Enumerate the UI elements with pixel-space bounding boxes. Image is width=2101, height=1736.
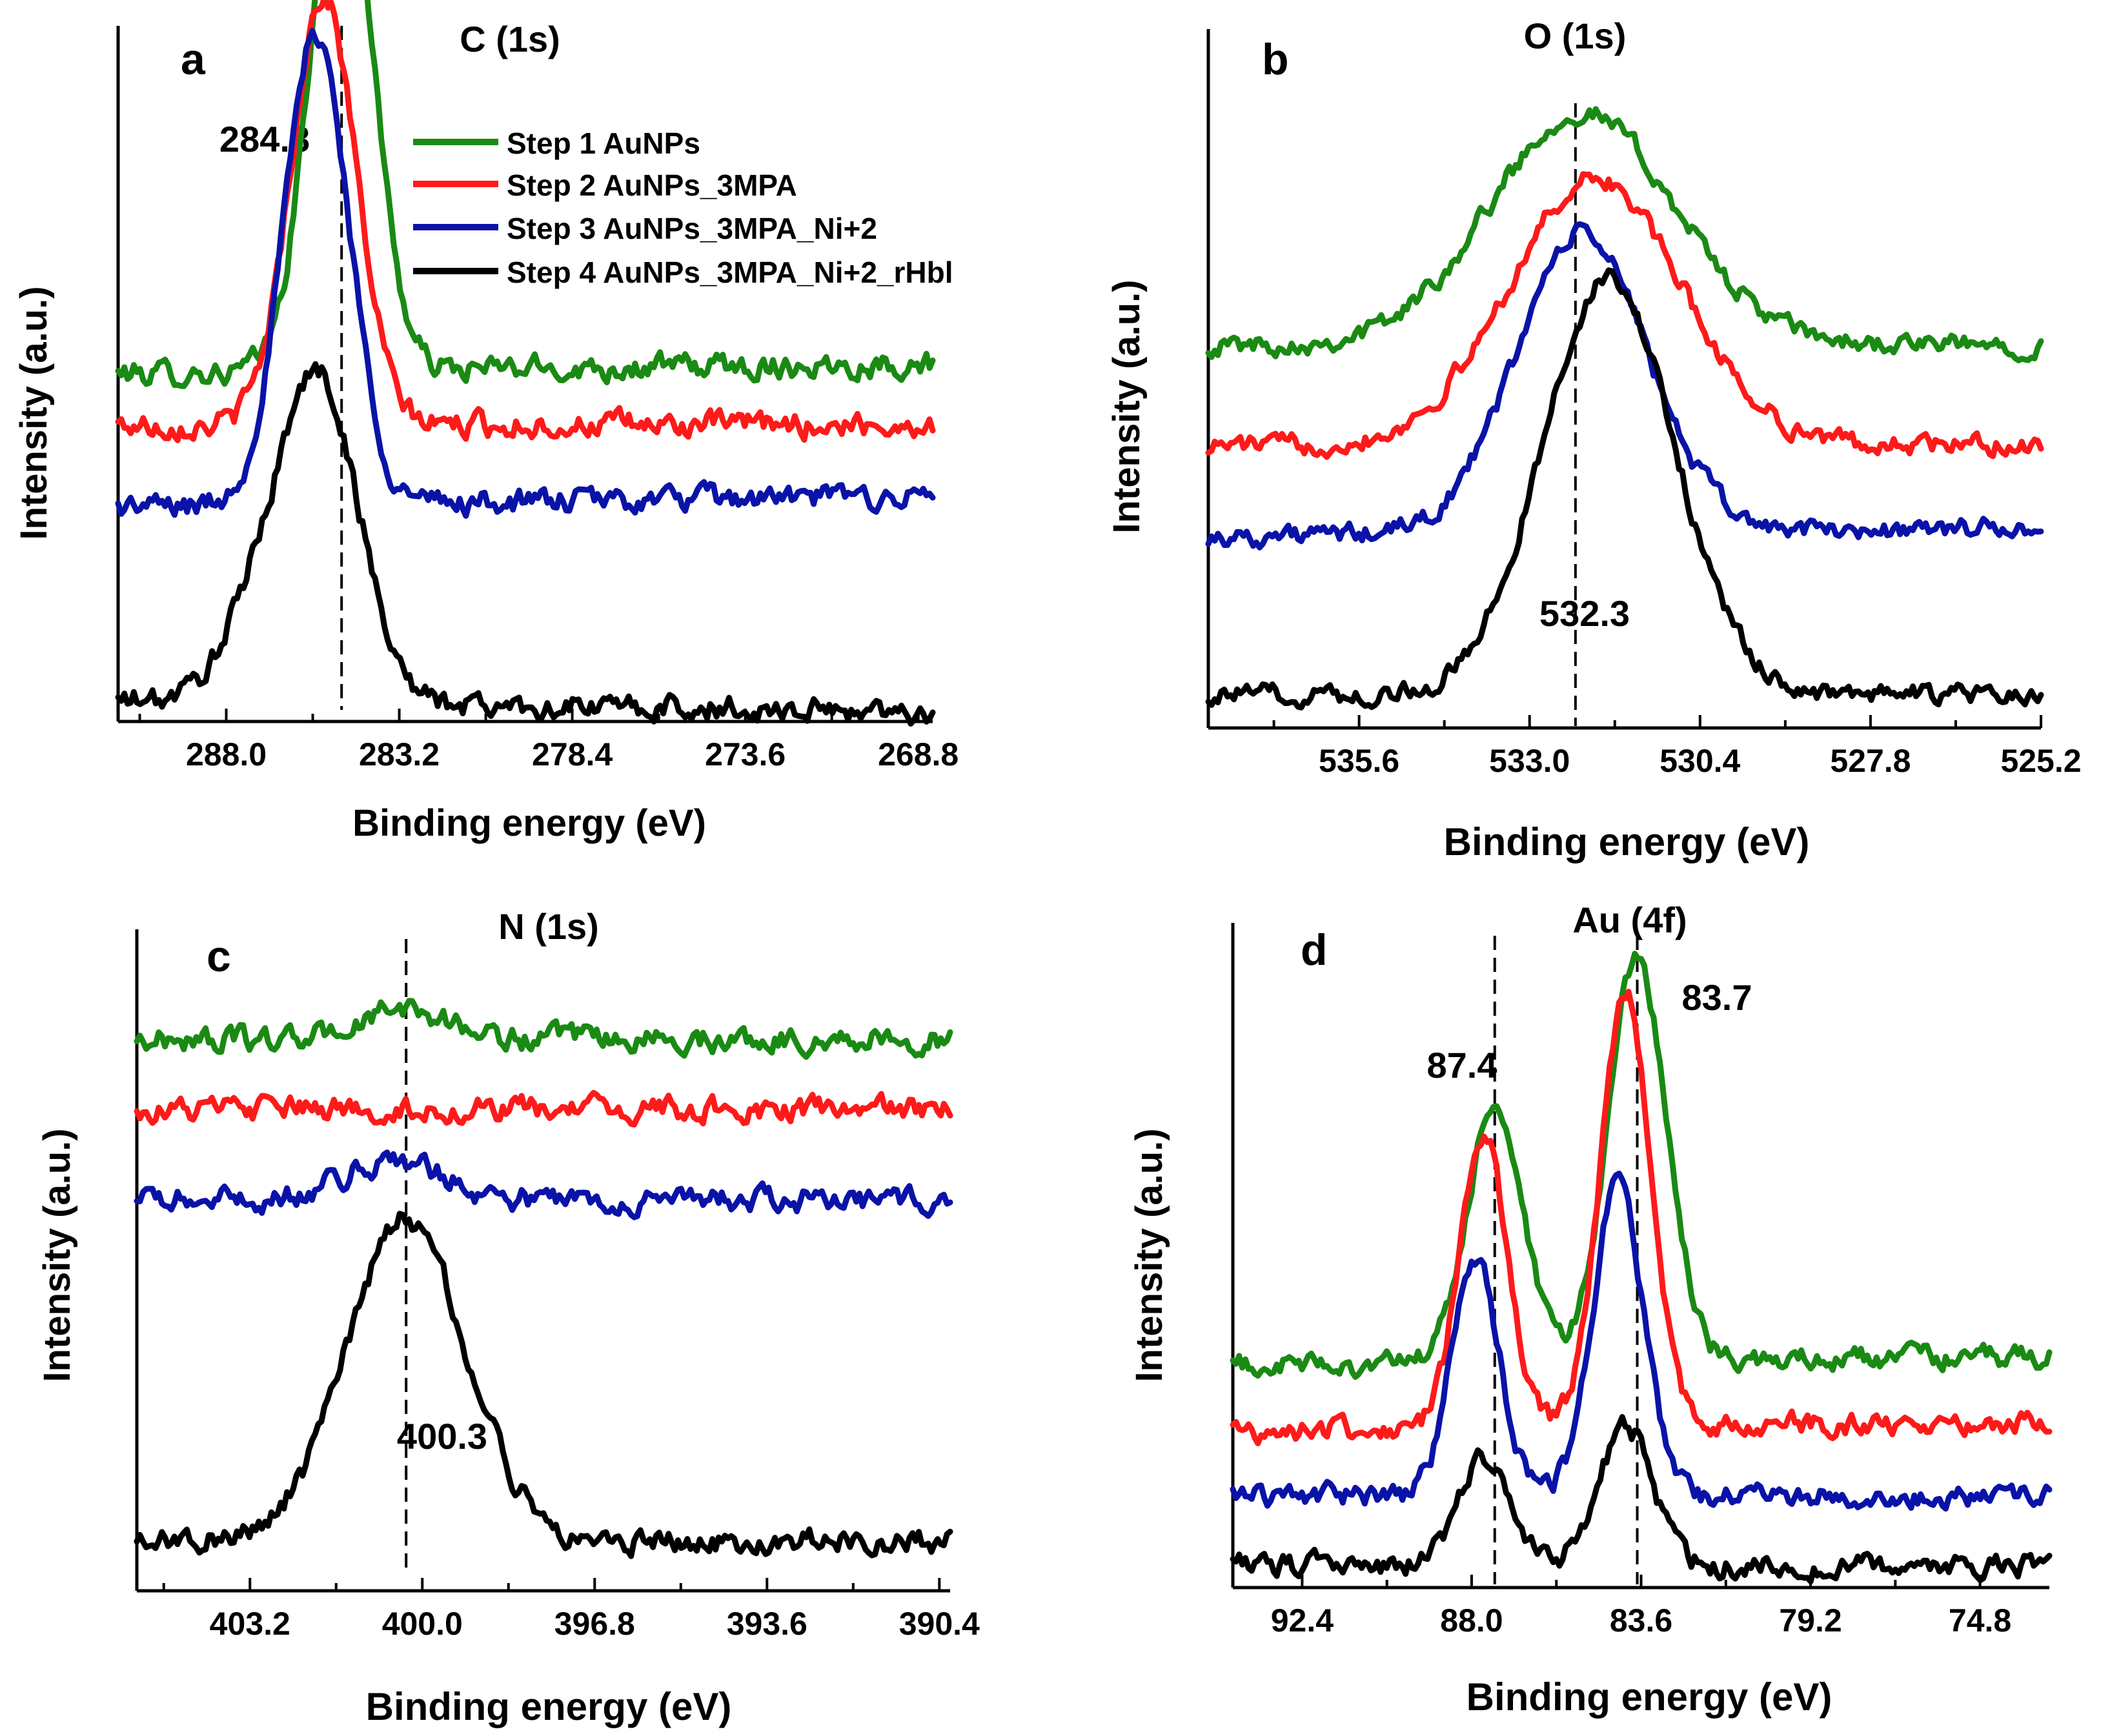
panel-b-letter: b [1262, 35, 1289, 84]
series-line-step2 [1205, 171, 2044, 460]
x-tick-label: 400.0 [382, 1606, 463, 1642]
panel-c-axes: 403.2 400.0 396.8 393.6 390.4 [135, 929, 980, 1642]
series-line-step1 [1205, 106, 2044, 363]
x-tick-label: 268.8 [878, 736, 959, 772]
x-tick-label: 74.8 [1949, 1602, 2011, 1639]
x-tick-label: 393.6 [727, 1606, 807, 1642]
series-line-step1 [134, 998, 953, 1060]
x-tick-label: 527.8 [1830, 743, 1911, 779]
panel-b-ref-label-0: 532.3 [1539, 593, 1630, 634]
x-tick-label: 530.4 [1659, 743, 1740, 779]
panel-a-plot [115, 0, 936, 727]
series-line-step2 [134, 1089, 953, 1128]
panel-d-plot [1230, 951, 2053, 1584]
panel-a-xlabel: Binding energy (eV) [352, 802, 706, 844]
panel-b-ylabel: Intensity (a.u.) [1106, 279, 1148, 533]
x-tick-label: 92.4 [1271, 1602, 1334, 1639]
legend-item: Step 1 AuNPs [413, 126, 700, 160]
panel-d-xlabel: Binding energy (eV) [1467, 1675, 1832, 1719]
x-tick-label: 390.4 [899, 1606, 980, 1642]
panel-d-ref-label-1: 83.7 [1682, 977, 1752, 1018]
panel-c-ref-label-0: 400.3 [397, 1416, 487, 1457]
panel-b-axes: 535.6 533.0 530.4 527.8 525.2 [1206, 29, 2082, 779]
panel-c-title: N (1s) [498, 906, 599, 947]
panel-c-letter: c [207, 932, 231, 981]
panel-c-plot [134, 998, 953, 1559]
panel-d-letter: d [1301, 925, 1328, 974]
x-tick-label: 278.4 [532, 736, 613, 772]
panel-c-xlabel: Binding energy (eV) [366, 1685, 732, 1728]
panel-b-xlabel: Binding energy (eV) [1444, 820, 1810, 863]
legend-item: Step 4 AuNPs_3MPA_Ni+2_rHbl [413, 256, 953, 289]
legend-item: Step 2 AuNPs_3MPA [413, 168, 797, 202]
series-line-step3 [1205, 221, 2044, 550]
x-tick-label: 403.2 [210, 1606, 290, 1642]
x-tick-label: 288.0 [186, 736, 267, 772]
panel-b: b O (1s) Binding energy (eV) Intensity (… [1106, 15, 2082, 863]
panel-d-ylabel: Intensity (a.u.) [1128, 1128, 1170, 1382]
x-tick-label: 273.6 [705, 736, 786, 772]
legend-label: Step 3 AuNPs_3MPA_Ni+2 [507, 212, 877, 245]
panel-d-ref-label-0: 87.4 [1427, 1045, 1497, 1085]
series-line-step3 [115, 28, 936, 519]
series-line-step1 [1230, 951, 2053, 1380]
legend-label: Step 2 AuNPs_3MPA [507, 168, 797, 202]
panel-d-title: Au (4f) [1572, 900, 1687, 940]
panel-d: d Au (4f) Binding energy (eV) Intensity … [1128, 900, 2053, 1719]
panel-c-ylabel: Intensity (a.u.) [36, 1128, 78, 1382]
panel-b-plot [1205, 106, 2044, 711]
panel-a: a C (1s) Binding energy (eV) Intensity (… [13, 0, 959, 844]
panel-a-letter: a [181, 35, 206, 84]
x-tick-label: 88.0 [1440, 1602, 1503, 1639]
series-line-step2 [1230, 989, 2053, 1447]
series-line-step3 [134, 1149, 953, 1220]
legend: Step 1 AuNPs Step 2 AuNPs_3MPA Step 3 Au… [413, 126, 953, 289]
panel-a-ylabel: Intensity (a.u.) [13, 286, 55, 540]
legend-label: Step 1 AuNPs [507, 126, 700, 160]
series-line-step2 [115, 0, 936, 443]
series-line-step1 [115, 0, 936, 389]
panel-b-title: O (1s) [1524, 15, 1627, 56]
x-tick-label: 283.2 [359, 736, 440, 772]
panel-c: c N (1s) Binding energy (eV) Intensity (… [36, 906, 980, 1728]
series-line-step4 [115, 361, 936, 727]
legend-item: Step 3 AuNPs_3MPA_Ni+2 [413, 212, 877, 245]
series-line-step4 [1205, 267, 2044, 711]
x-tick-label: 525.2 [2000, 743, 2081, 779]
panel-d-axes: 92.4 88.0 83.6 79.2 74.8 [1231, 923, 2049, 1639]
x-tick-label: 533.0 [1489, 743, 1570, 779]
x-tick-label: 535.6 [1319, 743, 1399, 779]
series-line-step4 [134, 1211, 953, 1559]
x-tick-label: 83.6 [1610, 1602, 1672, 1639]
series-line-step4 [1230, 1414, 2053, 1584]
legend-label: Step 4 AuNPs_3MPA_Ni+2_rHbl [507, 256, 953, 289]
x-tick-label: 79.2 [1779, 1602, 1842, 1639]
series-line-step3 [1230, 1171, 2053, 1512]
panel-a-title: C (1s) [460, 19, 560, 59]
x-tick-label: 396.8 [554, 1606, 635, 1642]
